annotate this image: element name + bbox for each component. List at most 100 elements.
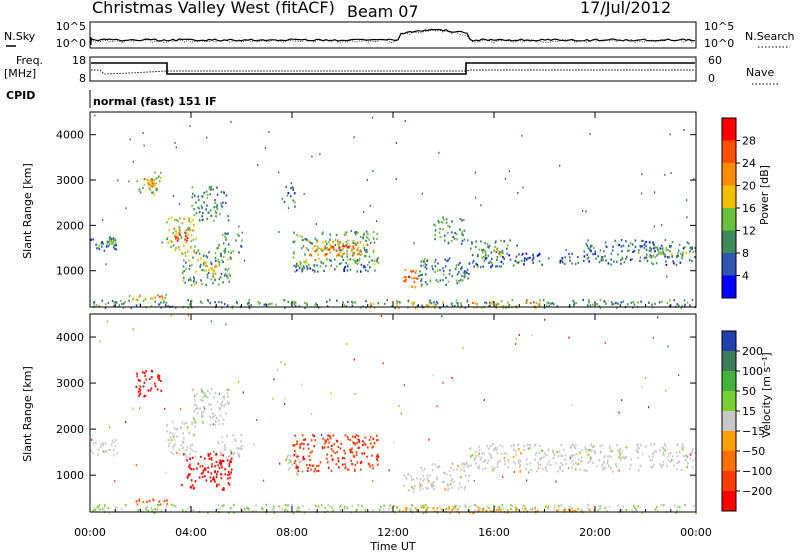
heatmap-cell bbox=[484, 249, 486, 252]
heatmap-cell bbox=[299, 446, 301, 449]
heatmap-cell bbox=[166, 430, 168, 433]
heatmap-cell bbox=[363, 452, 366, 455]
heatmap-cell bbox=[221, 488, 224, 491]
heatmap-cell bbox=[662, 251, 665, 254]
heatmap-cell bbox=[649, 249, 652, 252]
heatmap-cell bbox=[228, 455, 230, 458]
heatmap-cell bbox=[224, 252, 226, 255]
heatmap-cell bbox=[630, 463, 632, 467]
heatmap-cell bbox=[431, 265, 433, 268]
heatmap-cell bbox=[188, 432, 191, 435]
heatmap-cell bbox=[447, 484, 449, 487]
heatmap-cell bbox=[531, 508, 534, 511]
heatmap-cell bbox=[226, 304, 229, 307]
heatmap-cell bbox=[499, 255, 502, 258]
heatmap-cell bbox=[424, 257, 426, 260]
heatmap-cell bbox=[587, 503, 589, 506]
heatmap-cell bbox=[92, 452, 95, 455]
heatmap-cell bbox=[172, 244, 175, 247]
heatmap-cell bbox=[219, 459, 221, 462]
heatmap-cell bbox=[196, 467, 198, 470]
heatmap-cell bbox=[155, 189, 158, 192]
heatmap-cell bbox=[335, 233, 338, 237]
heatmap-cell bbox=[187, 507, 189, 510]
heatmap-cell bbox=[303, 261, 305, 264]
heatmap-cell bbox=[676, 256, 678, 259]
heatmap-cell bbox=[227, 477, 229, 480]
heatmap-cell bbox=[606, 246, 608, 249]
heatmap-cell bbox=[158, 377, 160, 380]
heatmap-cell bbox=[622, 244, 625, 247]
heatmap-cell bbox=[194, 245, 196, 248]
heatmap-cell bbox=[112, 454, 115, 457]
heatmap-cell bbox=[408, 275, 410, 278]
heatmap-cell bbox=[495, 265, 497, 268]
heatmap-cell bbox=[575, 444, 577, 447]
power-y-label: Slant Range [km] bbox=[21, 163, 34, 259]
heatmap-cell bbox=[307, 239, 310, 242]
heatmap-cell bbox=[590, 458, 592, 461]
heatmap-cell bbox=[426, 477, 428, 480]
heatmap-cell bbox=[675, 451, 678, 454]
heatmap-cell bbox=[527, 257, 529, 260]
heatmap-cell bbox=[304, 438, 306, 441]
heatmap-cell bbox=[472, 511, 474, 515]
heatmap-cell bbox=[516, 306, 518, 309]
heatmap-cell bbox=[240, 433, 243, 436]
heatmap-cell bbox=[535, 301, 538, 305]
heatmap-cell bbox=[515, 255, 518, 258]
heatmap-cell bbox=[169, 431, 171, 434]
heatmap-cell bbox=[457, 304, 459, 307]
heatmap-cell bbox=[190, 279, 192, 282]
heatmap-cell bbox=[329, 437, 332, 440]
heatmap-cell bbox=[203, 392, 205, 395]
heatmap-cell bbox=[508, 170, 510, 173]
heatmap-cell bbox=[533, 444, 536, 447]
heatmap-cell bbox=[476, 302, 479, 306]
heatmap-cell bbox=[313, 269, 316, 273]
heatmap-cell bbox=[191, 421, 193, 424]
heatmap-cell bbox=[413, 301, 416, 304]
heatmap-cell bbox=[622, 456, 625, 459]
heatmap-cell bbox=[431, 485, 433, 488]
heatmap-cell bbox=[191, 204, 193, 207]
heatmap-cell bbox=[478, 509, 480, 512]
heatmap-cell bbox=[466, 463, 468, 466]
heatmap-cell bbox=[631, 509, 633, 512]
heatmap-cell bbox=[198, 252, 201, 255]
heatmap-cell bbox=[278, 231, 280, 233]
heatmap-cell bbox=[223, 191, 225, 195]
heatmap-cell bbox=[102, 442, 104, 445]
heatmap-cell bbox=[202, 415, 204, 418]
heatmap-cell bbox=[241, 239, 243, 242]
heatmap-cell bbox=[424, 510, 427, 513]
heatmap-cell bbox=[537, 467, 540, 470]
heatmap-cell bbox=[524, 504, 526, 507]
heatmap-cell bbox=[293, 240, 296, 243]
heatmap-cell bbox=[407, 473, 410, 476]
heatmap-cell bbox=[218, 300, 220, 304]
heatmap-cell bbox=[354, 242, 356, 245]
heatmap-cell bbox=[341, 248, 344, 251]
heatmap-cell bbox=[455, 279, 458, 282]
heatmap-cell bbox=[353, 358, 355, 361]
heatmap-cell bbox=[523, 263, 525, 266]
heatmap-cell bbox=[571, 507, 573, 510]
heatmap-cell bbox=[661, 244, 663, 247]
heatmap-cell bbox=[524, 257, 526, 260]
heatmap-cell bbox=[206, 265, 208, 268]
heatmap-cell bbox=[429, 474, 431, 477]
heatmap-cell bbox=[564, 508, 566, 511]
heatmap-cell bbox=[362, 444, 364, 447]
heatmap-cell bbox=[193, 486, 195, 489]
heatmap-cell bbox=[351, 447, 353, 450]
heatmap-cell bbox=[518, 461, 520, 465]
velocity-y-label: Slant Range [km] bbox=[21, 366, 34, 462]
heatmap-cell bbox=[383, 504, 385, 507]
heatmap-cell bbox=[452, 463, 454, 466]
heatmap-cell bbox=[188, 267, 191, 271]
heatmap-cell bbox=[187, 306, 190, 309]
heatmap-cell bbox=[343, 268, 345, 271]
heatmap-cell bbox=[172, 435, 175, 438]
heatmap-cell bbox=[376, 258, 379, 261]
